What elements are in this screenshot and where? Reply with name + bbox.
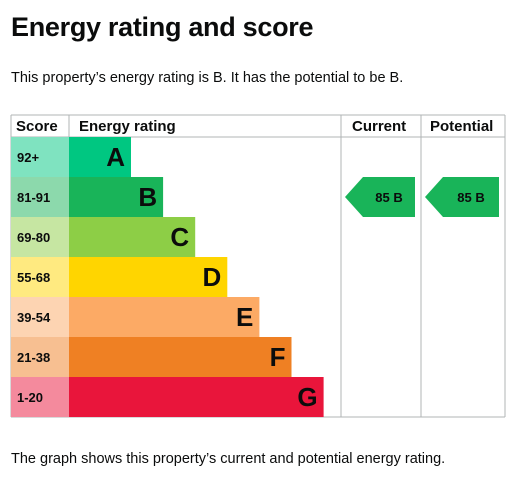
band-letter: D <box>203 262 222 292</box>
band-letter: F <box>270 342 286 372</box>
band-score-cell <box>11 217 69 257</box>
header-potential: Potential <box>430 118 493 135</box>
band-g: 1-20 G <box>11 377 324 417</box>
band-bar <box>69 257 228 297</box>
band-c: 69-80 C <box>11 217 196 257</box>
band-score-cell <box>11 377 69 417</box>
band-score-label: 69-80 <box>17 230 50 245</box>
band-score-label: 55-68 <box>17 270 50 285</box>
band-score-label: 1-20 <box>17 390 43 405</box>
rating-bands: 92+ A 81-91 B 69-80 C 55-68 D 39-54 E 21-38 F 1-20 G <box>11 137 324 417</box>
header-score: Score <box>16 118 58 135</box>
band-score-cell <box>11 297 69 337</box>
current-rating-marker-label: 85 B <box>375 190 402 205</box>
band-letter: E <box>236 302 253 332</box>
band-a: 92+ A <box>11 137 131 177</box>
band-score-cell <box>11 177 69 217</box>
band-f: 21-38 F <box>11 337 292 377</box>
band-score-cell <box>11 257 69 297</box>
current-rating-marker-arrow <box>345 177 415 217</box>
band-letter: B <box>138 182 157 212</box>
header-energy-rating: Energy rating <box>79 118 176 135</box>
band-letter: G <box>297 382 317 412</box>
potential-rating-marker-label: 85 B <box>457 190 484 205</box>
band-bar <box>69 297 260 337</box>
rating-markers: 85 B 85 B <box>345 177 499 217</box>
chart-caption: The graph shows this property’s current … <box>11 451 446 467</box>
header-current: Current <box>352 118 406 135</box>
band-bar <box>69 137 131 177</box>
band-score-label: 92+ <box>17 150 39 165</box>
current-rating-marker: 85 B <box>345 177 415 217</box>
potential-rating-marker-arrow <box>425 177 499 217</box>
band-bar <box>69 337 292 377</box>
band-e: 39-54 E <box>11 297 260 337</box>
potential-rating-marker: 85 B <box>425 177 499 217</box>
band-bar <box>69 377 324 417</box>
band-letter: C <box>170 222 189 252</box>
rating-summary: This property’s energy rating is B. It h… <box>11 70 404 86</box>
band-score-cell <box>11 337 69 377</box>
band-score-label: 21-38 <box>17 350 50 365</box>
band-bar <box>69 177 164 217</box>
band-letter: A <box>106 142 125 172</box>
band-d: 55-68 D <box>11 257 228 297</box>
band-score-label: 39-54 <box>17 310 51 325</box>
band-score-cell <box>11 137 69 177</box>
band-score-label: 81-91 <box>17 190 50 205</box>
band-bar <box>69 217 196 257</box>
band-b: 81-91 B <box>11 177 164 217</box>
page-title: Energy rating and score <box>11 12 314 42</box>
